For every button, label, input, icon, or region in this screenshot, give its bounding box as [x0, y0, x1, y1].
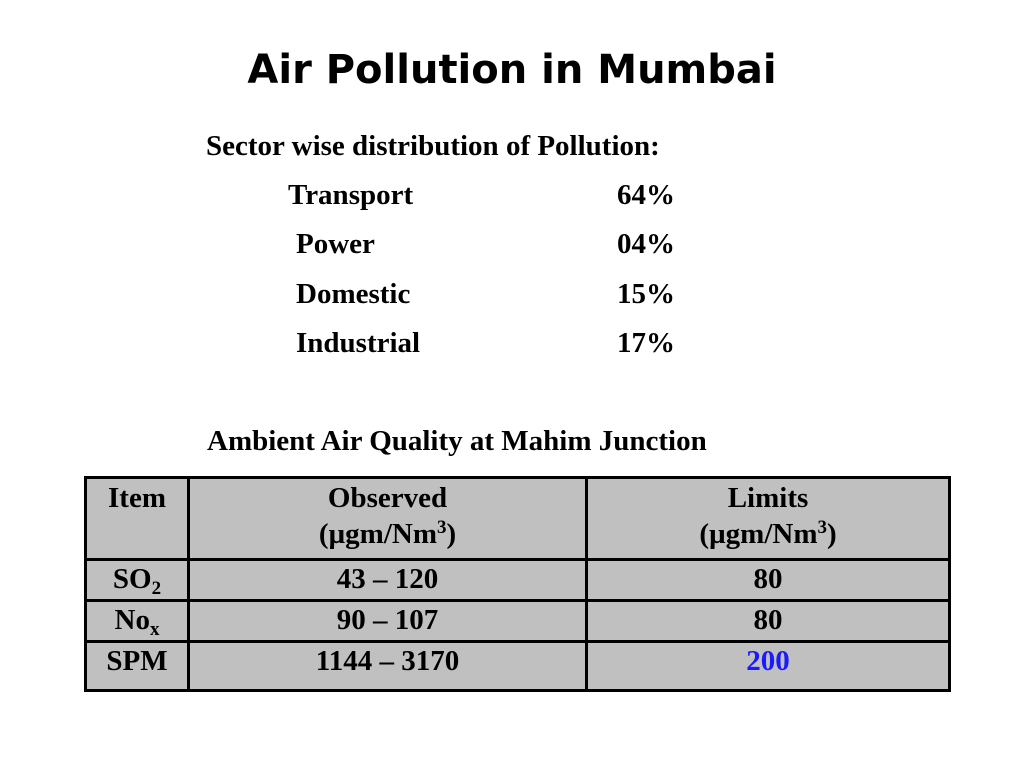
cell-observed: 43 – 120 — [187, 558, 588, 602]
table-header-row: Item Observed (µgm/Nm3) Limits (µgm/Nm3) — [84, 476, 951, 561]
cell-limit: 80 — [585, 558, 951, 602]
header-limits-unit: (µgm/Nm3) — [699, 517, 837, 550]
header-observed: Observed (µgm/Nm3) — [187, 476, 588, 561]
sector-name: Power — [296, 228, 375, 260]
table-row: SO2 43 – 120 80 — [84, 558, 951, 602]
cell-limit-highlight: 200 — [585, 640, 951, 692]
sector-value: 04% — [617, 228, 675, 260]
table-row: Nox 90 – 107 80 — [84, 599, 951, 643]
cell-observed: 1144 – 3170 — [187, 640, 588, 692]
header-observed-unit: (µgm/Nm3) — [318, 517, 457, 550]
header-item-label: Item — [108, 482, 166, 514]
cell-observed: 90 – 107 — [187, 599, 588, 643]
cell-limit: 80 — [585, 599, 951, 643]
header-limits: Limits (µgm/Nm3) — [585, 476, 951, 561]
header-limits-label: Limits — [727, 482, 809, 514]
air-quality-table: Item Observed (µgm/Nm3) Limits (µgm/Nm3)… — [84, 476, 951, 692]
cell-item: Nox — [84, 599, 190, 643]
header-observed-label: Observed — [327, 482, 448, 514]
header-item: Item — [84, 476, 190, 561]
sector-name: Transport — [288, 179, 414, 211]
air-quality-heading: Ambient Air Quality at Mahim Junction — [207, 425, 707, 457]
cell-item: SO2 — [84, 558, 190, 602]
slide-title: Air Pollution in Mumbai — [247, 47, 777, 93]
sector-name: Industrial — [296, 327, 421, 359]
table-row: SPM 1144 – 3170 200 — [84, 640, 951, 692]
sector-name: Domestic — [296, 278, 411, 310]
sector-value: 17% — [617, 327, 675, 359]
sector-distribution-heading: Sector wise distribution of Pollution: — [206, 130, 660, 162]
sector-value: 64% — [617, 179, 675, 211]
sector-value: 15% — [617, 278, 675, 310]
cell-item: SPM — [84, 640, 190, 692]
